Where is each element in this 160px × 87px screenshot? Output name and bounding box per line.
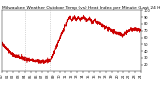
Text: Milwaukee Weather Outdoor Temp (vs) Heat Index per Minute (Last 24 Hours): Milwaukee Weather Outdoor Temp (vs) Heat… [2,6,160,10]
